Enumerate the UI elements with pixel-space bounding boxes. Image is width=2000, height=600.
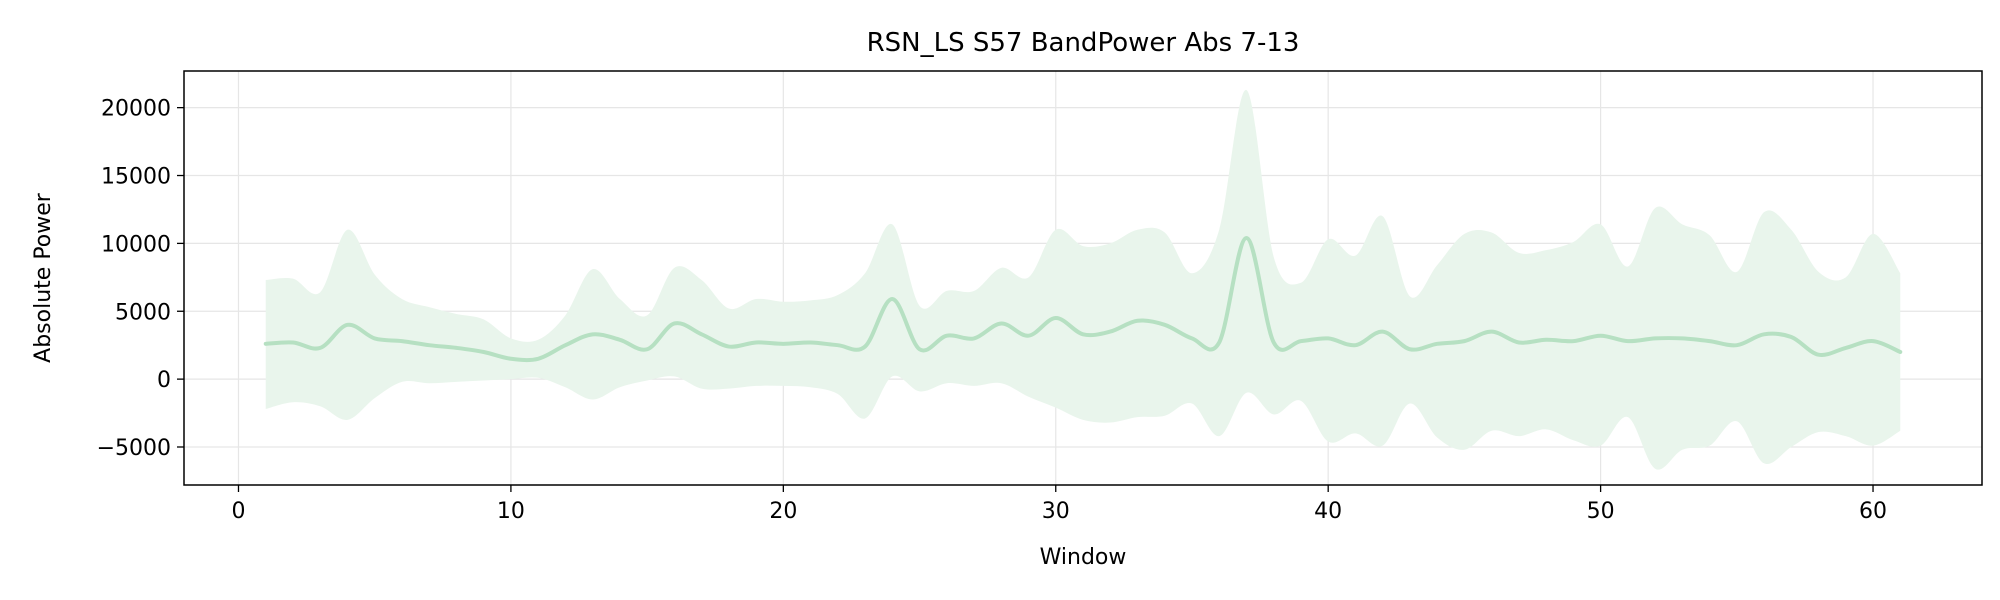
y-tick-label: 5000: [115, 300, 171, 325]
y-tick-label: 0: [157, 368, 171, 393]
x-tick-label: 30: [1042, 499, 1070, 524]
y-tick-label: −5000: [97, 436, 171, 461]
line-layer: [263, 235, 1903, 363]
x-axis-ticks: 0 10 20 30 40 50 60: [231, 485, 1887, 524]
confidence-band: [265, 89, 1901, 470]
x-tick-label: 0: [231, 499, 245, 524]
x-tick-label: 60: [1859, 499, 1887, 524]
x-tick-label: 10: [497, 499, 525, 524]
band-layer: [265, 89, 1901, 470]
x-axis-label: Window: [1040, 545, 1127, 570]
x-tick-label: 40: [1314, 499, 1342, 524]
x-tick-label: 20: [769, 499, 797, 524]
plot-frame: [183, 70, 1983, 486]
y-tick-label: 10000: [101, 232, 171, 257]
y-axis-ticks: −5000 0 5000 10000 15000 20000: [97, 97, 184, 461]
y-axis-label: Absolute Power: [31, 192, 56, 363]
x-tick-label: 50: [1587, 499, 1615, 524]
y-tick-label: 20000: [101, 97, 171, 122]
chart-title: RSN_LS S57 BandPower Abs 7-13: [867, 28, 1300, 58]
mean-line: [263, 235, 1903, 363]
y-tick-label: 15000: [101, 165, 171, 190]
